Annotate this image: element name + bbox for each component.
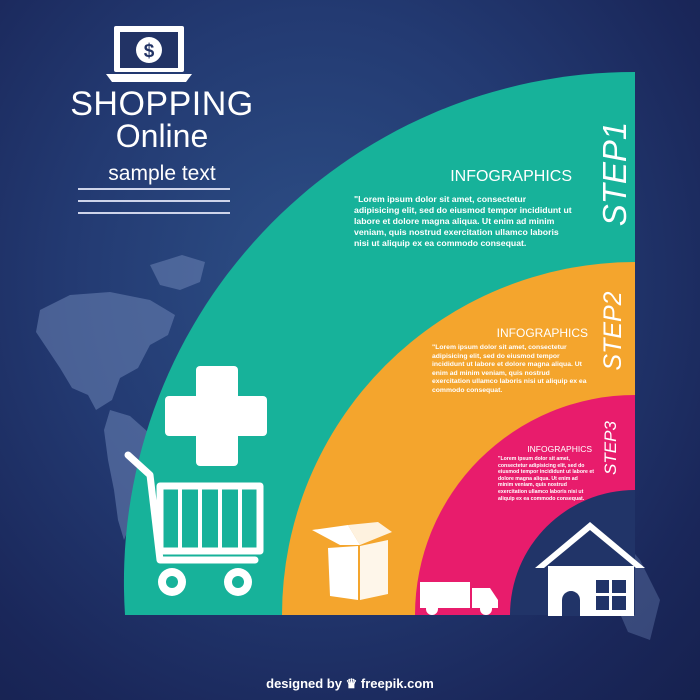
step3-body: "Lorem ipsum dolor sit amet, consectetur…	[498, 456, 594, 502]
footer-credit: designed by ♛ freepik.com	[0, 676, 700, 692]
title-block: SHOPPING Online sample text	[62, 86, 262, 186]
step2-label: STEP2	[599, 291, 627, 371]
box-icon	[312, 522, 392, 600]
house-icon	[535, 522, 645, 616]
page-title-line2: Online	[115, 118, 209, 154]
footer-designed-by: designed by	[266, 676, 342, 691]
step3-label: STEP3	[601, 421, 620, 475]
laptop-dollar-icon: $	[106, 26, 192, 82]
step1-body: "Lorem ipsum dolor sit amet, consectetur…	[354, 194, 572, 248]
step3-heading: INFOGRAPHICS	[527, 444, 592, 454]
step2-body: "Lorem ipsum dolor sit amet, consectetur…	[432, 344, 587, 394]
shopping-cart-icon	[124, 451, 264, 596]
step2-heading: INFOGRAPHICS	[496, 326, 588, 340]
step1-heading: INFOGRAPHICS	[450, 168, 572, 185]
divider-line	[78, 188, 230, 190]
divider-line	[78, 212, 230, 214]
page-subtitle: sample text	[108, 162, 216, 185]
svg-text:$: $	[144, 41, 155, 62]
step1-label: STEP1	[596, 121, 633, 227]
freepik-logo-icon: ♛	[345, 676, 358, 691]
footer-brand: freepik.com	[360, 676, 434, 691]
page-title: SHOPPING	[70, 85, 254, 123]
plus-icon	[165, 366, 267, 466]
divider-line	[78, 200, 230, 202]
truck-icon	[420, 582, 498, 615]
